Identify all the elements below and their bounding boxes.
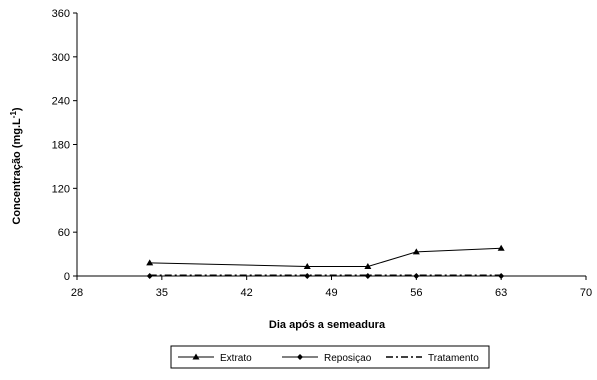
legend-marker-extrato — [192, 353, 200, 360]
data-point-extrato — [412, 248, 420, 255]
series-line-extrato — [149, 247, 502, 267]
legend-item-reposicao: Reposiçao — [282, 353, 372, 364]
x-tick-label: 42 — [241, 287, 253, 299]
y-axis-title-exponent: -1 — [9, 111, 18, 119]
series — [146, 244, 505, 279]
y-tick-label: 240 — [52, 96, 70, 108]
y-tick-label: 60 — [58, 227, 70, 239]
data-point-extrato — [146, 259, 154, 266]
x-tick-label: 56 — [410, 287, 422, 299]
legend-label-tratamento: Tratamento — [428, 353, 479, 364]
series-extrato — [146, 244, 505, 270]
y-tick-label: 300 — [52, 52, 70, 64]
x-tick-label: 35 — [156, 287, 168, 299]
x-axis-ticks: 28 35 42 49 56 63 70 — [71, 276, 592, 299]
y-axis-title-main: Concentração (mg.L — [11, 118, 23, 225]
legend: Extrato Reposiçao Tratamento — [170, 345, 490, 369]
y-tick-label: 360 — [52, 8, 70, 20]
y-tick-label: 120 — [52, 183, 70, 195]
data-point-extrato — [497, 244, 505, 251]
legend-label-reposicao: Reposiçao — [324, 353, 372, 364]
y-axis-title-close: ) — [11, 107, 23, 111]
legend-item-tratamento: Tratamento — [386, 353, 479, 364]
x-tick-label: 49 — [325, 287, 337, 299]
legend-items: Extrato Reposiçao Tratamento — [178, 353, 479, 364]
x-tick-label: 63 — [495, 287, 507, 299]
y-tick-label: 0 — [64, 271, 70, 283]
y-tick-label: 180 — [52, 140, 70, 152]
axes — [76, 13, 586, 277]
data-point-extrato — [364, 263, 372, 270]
x-axis-title: Dia após a semeadura — [269, 319, 386, 331]
legend-label-extrato: Extrato — [220, 353, 252, 364]
x-tick-label: 28 — [71, 287, 83, 299]
x-tick-label: 70 — [580, 287, 592, 299]
data-point-extrato — [303, 263, 311, 270]
y-axis-title: Concentração (mg.L-1) — [9, 107, 23, 224]
legend-box — [170, 345, 490, 369]
y-axis-ticks: 0 60 120 180 240 300 360 — [52, 8, 77, 283]
legend-item-extrato: Extrato — [178, 353, 252, 364]
legend-marker-reposicao — [297, 354, 303, 360]
